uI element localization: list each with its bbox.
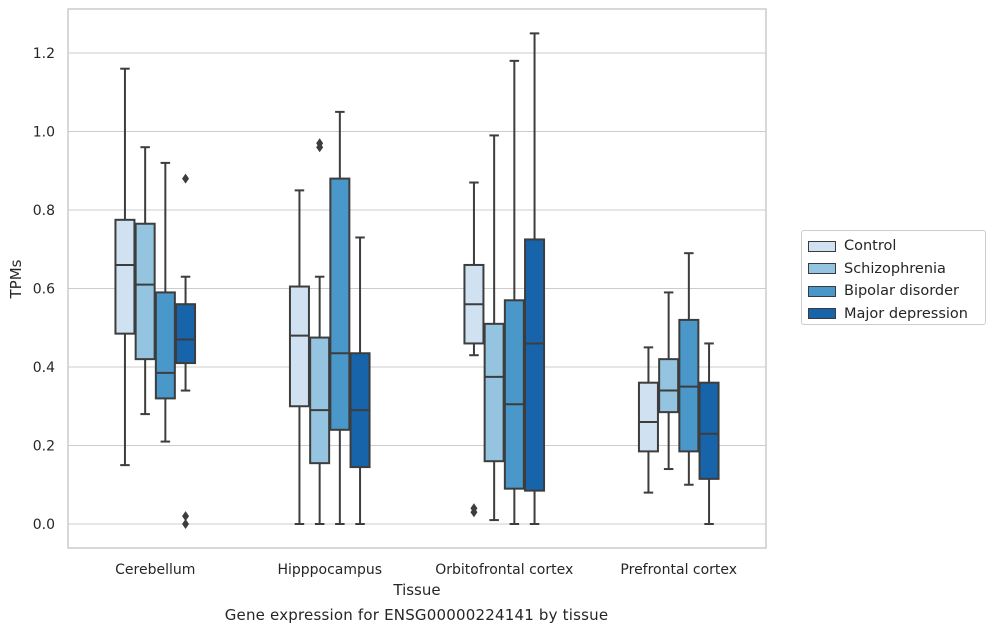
legend-swatch-major-depression (808, 308, 836, 320)
legend-label-control: Control (844, 238, 897, 255)
outlier-point (182, 511, 190, 522)
box-control-prefrontal-cortex (637, 346, 659, 494)
box-major-depression-cerebellum (175, 173, 197, 529)
y-tick-label: 0.4 (33, 360, 55, 376)
legend-swatch-schizophrenia (808, 263, 836, 275)
series-major-depression (175, 32, 720, 529)
box-major-depression-hipppocampus (349, 236, 371, 525)
legend: Control Schizophrenia Bipolar disorder M… (801, 230, 986, 325)
figure-caption: Gene expression for ENSG00000224141 by t… (224, 606, 609, 624)
box-major-depression-prefrontal-cortex (698, 342, 720, 525)
legend-label-bipolar-disorder: Bipolar disorder (844, 283, 959, 300)
plot-background (67, 8, 767, 549)
box-schizophrenia-cerebellum (134, 146, 156, 416)
box-control-hipppocampus (288, 189, 310, 525)
outlier-point (182, 173, 190, 184)
box-control-cerebellum (114, 67, 136, 467)
legend-swatch-bipolar-disorder (808, 285, 836, 297)
box-bipolar-disorder-prefrontal-cortex (678, 252, 700, 486)
box-bipolar-disorder-hipppocampus (329, 110, 351, 525)
series-schizophrenia (134, 134, 680, 525)
iqr-box (658, 358, 680, 414)
box-control-orbitofrontal-cortex (463, 181, 485, 518)
legend-label-schizophrenia: Schizophrenia (844, 260, 946, 277)
y-tick-label: 0.8 (33, 203, 55, 219)
iqr-box (309, 336, 331, 465)
y-tick-label: 0.6 (33, 282, 55, 298)
y-tick-labels: 0.0 0.2 0.4 0.6 0.8 1.0 1.2 (33, 46, 55, 533)
x-axis-label: Tissue (392, 581, 440, 599)
iqr-box (175, 303, 197, 365)
box-major-depression-orbitofrontal-cortex (524, 32, 546, 525)
iqr-box (154, 291, 176, 400)
legend-item-control: Control (808, 235, 985, 258)
iqr-box (637, 381, 659, 453)
iqr-box (134, 222, 156, 361)
legend-label-major-depression: Major depression (844, 305, 968, 322)
outlier-point (470, 503, 478, 514)
box-bipolar-disorder-cerebellum (154, 161, 176, 443)
iqr-box (698, 381, 720, 480)
box-schizophrenia-hipppocampus (309, 138, 331, 525)
box-schizophrenia-prefrontal-cortex (658, 291, 680, 471)
x-tick-label-prefrontal-cortex: Prefrontal cortex (620, 562, 737, 578)
y-tick-label: 0.2 (33, 439, 55, 455)
x-tick-label-hipppocampus: Hipppocampus (277, 562, 382, 578)
x-tick-label-orbitofrontal-cortex: Orbitofrontal cortex (435, 562, 573, 578)
series-bipolar-disorder (154, 59, 700, 525)
y-tick-label: 1.2 (33, 46, 55, 62)
series-control (114, 67, 659, 525)
iqr-box (524, 238, 546, 492)
y-axis-label: TPMs (7, 259, 25, 299)
iqr-box (503, 299, 525, 490)
iqr-box (329, 177, 351, 431)
box-bipolar-disorder-orbitofrontal-cortex (503, 59, 525, 525)
legend-item-bipolar-disorder: Bipolar disorder (808, 280, 985, 303)
y-tick-label: 0.0 (33, 517, 55, 533)
x-tick-labels: Cerebellum Hipppocampus Orbitofrontal cort… (115, 562, 737, 578)
iqr-box (114, 218, 136, 335)
legend-item-schizophrenia: Schizophrenia (808, 258, 985, 281)
outlier-point (316, 138, 324, 149)
iqr-box (288, 285, 310, 408)
iqr-box (483, 322, 505, 463)
legend-item-major-depression: Major depression (808, 303, 985, 326)
outlier-point (182, 519, 190, 529)
x-tick-label-cerebellum: Cerebellum (115, 562, 195, 578)
y-tick-label: 1.0 (33, 125, 55, 141)
box-schizophrenia-orbitofrontal-cortex (483, 134, 505, 522)
legend-swatch-control (808, 240, 836, 252)
box-series (114, 32, 720, 529)
